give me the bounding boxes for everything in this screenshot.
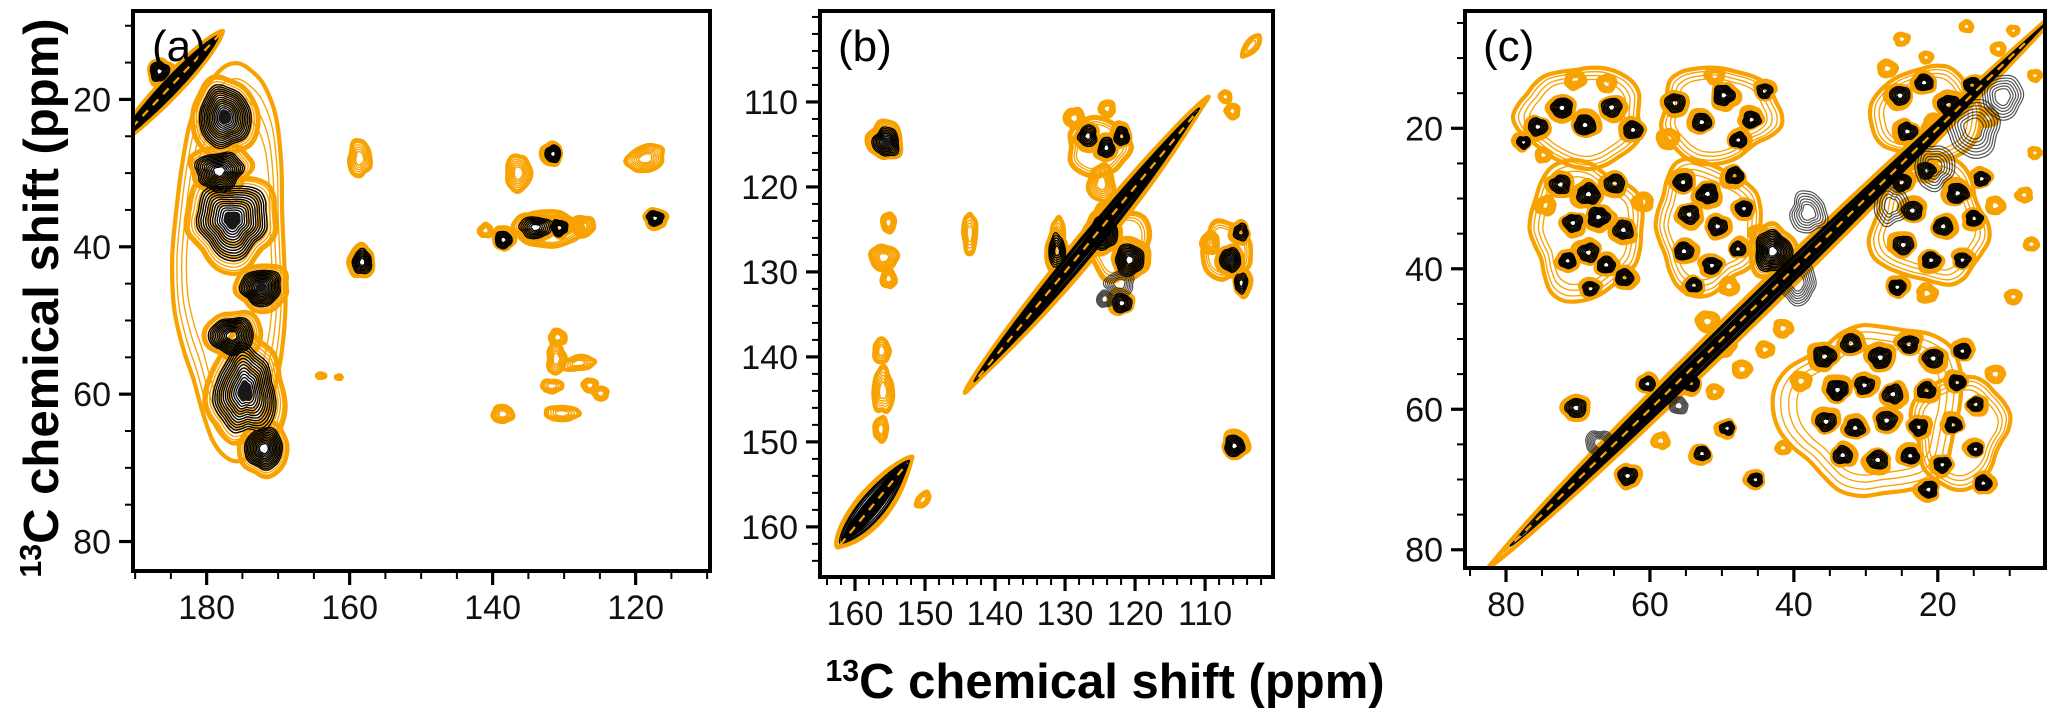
svg-text:110: 110 bbox=[744, 84, 798, 122]
panel-label-a: (a) bbox=[152, 22, 206, 72]
svg-text:130: 130 bbox=[1037, 595, 1094, 633]
panel-a-black-spectrum bbox=[111, 34, 664, 470]
svg-text:80: 80 bbox=[1405, 532, 1443, 570]
svg-text:150: 150 bbox=[741, 424, 798, 462]
panel-a-contours bbox=[106, 31, 667, 477]
svg-text:120: 120 bbox=[741, 169, 798, 207]
x-axis-title: 13C chemical shift (ppm) bbox=[825, 654, 1384, 710]
svg-text:80: 80 bbox=[73, 524, 111, 562]
svg-text:160: 160 bbox=[827, 595, 884, 633]
svg-text:60: 60 bbox=[1631, 586, 1669, 624]
panel-label-c: (c) bbox=[1483, 22, 1534, 72]
x-axis-title-superscript: 13 bbox=[825, 654, 859, 688]
svg-text:120: 120 bbox=[1107, 595, 1164, 633]
panel-c-contours bbox=[1489, 0, 2067, 567]
svg-text:160: 160 bbox=[741, 509, 798, 547]
svg-text:110: 110 bbox=[1178, 595, 1232, 633]
panel-b-contours bbox=[836, 35, 1260, 547]
svg-text:140: 140 bbox=[967, 595, 1024, 633]
y-axis-title-superscript: 13 bbox=[14, 544, 48, 578]
y-axis-title-text: C chemical shift (ppm) bbox=[15, 18, 69, 543]
panel-label-b: (b) bbox=[838, 22, 892, 72]
svg-text:130: 130 bbox=[741, 254, 798, 292]
svg-text:180: 180 bbox=[178, 589, 235, 627]
panel-b-black-spectrum bbox=[840, 108, 1249, 545]
svg-text:60: 60 bbox=[1405, 391, 1443, 429]
svg-text:140: 140 bbox=[741, 339, 798, 377]
svg-text:40: 40 bbox=[73, 229, 111, 267]
svg-text:20: 20 bbox=[1405, 110, 1443, 148]
svg-text:80: 80 bbox=[1487, 586, 1525, 624]
y-axis-title: 13C chemical shift (ppm) bbox=[14, 18, 70, 577]
svg-text:120: 120 bbox=[607, 589, 664, 627]
panel-a-orange-spectrum bbox=[106, 31, 667, 477]
svg-text:20: 20 bbox=[73, 81, 111, 119]
svg-text:60: 60 bbox=[73, 376, 111, 414]
x-axis-title-text: C chemical shift (ppm) bbox=[859, 655, 1384, 709]
svg-text:40: 40 bbox=[1405, 251, 1443, 289]
svg-text:150: 150 bbox=[897, 595, 954, 633]
panel-b-axes: 160 150 140 130 120 110 110 120 130 140 150 160 bbox=[741, 11, 1273, 633]
svg-text:160: 160 bbox=[321, 589, 378, 627]
svg-text:140: 140 bbox=[464, 589, 521, 627]
svg-text:20: 20 bbox=[1919, 586, 1957, 624]
svg-text:40: 40 bbox=[1775, 586, 1813, 624]
